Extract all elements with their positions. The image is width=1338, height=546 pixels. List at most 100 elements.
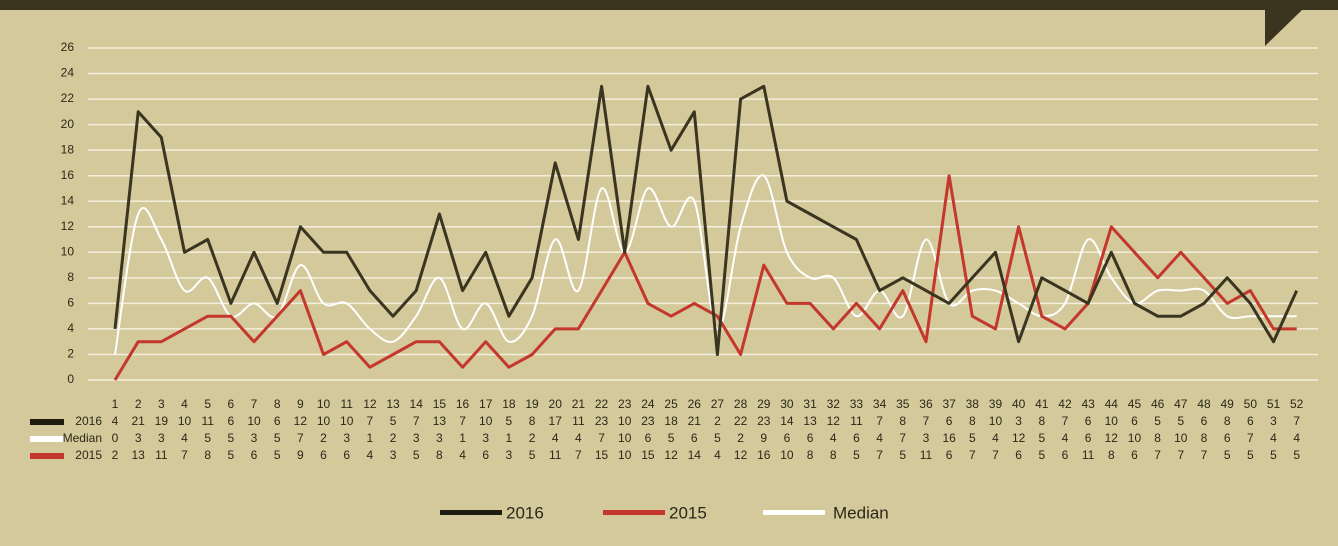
table-cell: 15: [595, 448, 609, 462]
table-cell: 5: [228, 431, 235, 445]
table-cell: 6: [1062, 448, 1069, 462]
x-tick-label: 44: [1105, 397, 1119, 411]
y-tick-label: 6: [67, 296, 74, 310]
table-cell: 5: [1270, 448, 1277, 462]
x-tick-label: 35: [896, 397, 910, 411]
table-cell: 6: [1201, 414, 1208, 428]
table-cell: 4: [112, 414, 119, 428]
table-cell: 7: [876, 448, 883, 462]
table-cell: 5: [1038, 448, 1045, 462]
x-tick-label: 24: [641, 397, 655, 411]
table-cell: 2: [737, 431, 744, 445]
table-cell: 5: [204, 431, 211, 445]
table-cell: 10: [618, 448, 632, 462]
y-tick-label: 10: [61, 244, 75, 258]
table-cell: 7: [992, 448, 999, 462]
x-tick-label: 12: [363, 397, 377, 411]
table-cell: 3: [482, 431, 489, 445]
y-tick-label: 14: [61, 193, 75, 207]
x-tick-label: 30: [780, 397, 794, 411]
table-cell: 4: [714, 448, 721, 462]
table-cell: 2: [390, 431, 397, 445]
x-tick-label: 34: [873, 397, 887, 411]
table-cell: 5: [274, 448, 281, 462]
table-cell: 23: [757, 414, 771, 428]
table-cell: 12: [294, 414, 308, 428]
table-cell: 6: [784, 431, 791, 445]
table-cell: 2: [112, 448, 119, 462]
table-cell: 7: [367, 414, 374, 428]
x-tick-label: 41: [1035, 397, 1049, 411]
table-cell: 22: [734, 414, 748, 428]
table-cell: 3: [436, 431, 443, 445]
table-cell: 7: [297, 431, 304, 445]
table-cell: 12: [1105, 431, 1119, 445]
x-tick-label: 9: [297, 397, 304, 411]
table-cell: 6: [853, 431, 860, 445]
table-cell: 5: [529, 448, 536, 462]
legend-label: 2015: [669, 503, 707, 522]
table-cell: 14: [688, 448, 702, 462]
table-cell: 6: [320, 448, 327, 462]
x-tick-label: 36: [919, 397, 933, 411]
table-cell: 3: [413, 431, 420, 445]
table-cell: 2: [714, 414, 721, 428]
table-cell: 10: [317, 414, 331, 428]
x-tick-label: 25: [664, 397, 678, 411]
table-cell: 6: [1224, 431, 1231, 445]
table-cell: 8: [436, 448, 443, 462]
x-tick-label: 4: [181, 397, 188, 411]
table-cell: 6: [274, 414, 281, 428]
table-cell: 8: [1224, 414, 1231, 428]
y-tick-label: 16: [61, 168, 75, 182]
table-cell: 10: [247, 414, 261, 428]
x-tick-label: 21: [572, 397, 586, 411]
table-cell: 2: [320, 431, 327, 445]
table-cell: 10: [989, 414, 1003, 428]
x-tick-label: 15: [433, 397, 447, 411]
table-cell: 14: [780, 414, 794, 428]
table-cell: 6: [1131, 414, 1138, 428]
table-cell: 10: [1174, 431, 1188, 445]
table-cell: 7: [1177, 448, 1184, 462]
table-cell: 5: [714, 431, 721, 445]
table-cell: 9: [760, 431, 767, 445]
table-cell: 8: [830, 448, 837, 462]
table-cell: 6: [645, 431, 652, 445]
table-cell: 11: [549, 448, 562, 462]
table-cell: 3: [923, 431, 930, 445]
table-cell: 11: [850, 414, 863, 428]
table-cell: 17: [549, 414, 563, 428]
table-cell: 5: [969, 431, 976, 445]
table-cell: 8: [529, 414, 536, 428]
table-cell: 7: [1201, 448, 1208, 462]
table-cell: 23: [595, 414, 609, 428]
x-tick-label: 32: [827, 397, 841, 411]
corner-triangle: [1265, 10, 1302, 46]
table-cell: 10: [340, 414, 354, 428]
y-tick-label: 8: [67, 270, 74, 284]
table-cell: 7: [575, 448, 582, 462]
table-cell: 12: [734, 448, 748, 462]
table-cell: 11: [572, 414, 585, 428]
table-cell: 11: [1082, 448, 1095, 462]
table-cell: 6: [691, 431, 698, 445]
table-cell: 7: [1293, 414, 1300, 428]
x-tick-label: 20: [549, 397, 563, 411]
table-cell: 7: [1247, 431, 1254, 445]
table-cell: 10: [1128, 431, 1142, 445]
x-tick-label: 45: [1128, 397, 1142, 411]
table-cell: 7: [876, 414, 883, 428]
line-series: [114, 174, 1297, 355]
table-cell: 10: [1105, 414, 1119, 428]
table-cell: 9: [297, 448, 304, 462]
table-cell: 11: [155, 448, 168, 462]
table-cell: 5: [853, 448, 860, 462]
table-cell: 7: [1062, 414, 1069, 428]
table-cell: 5: [1177, 414, 1184, 428]
line-series: [113, 174, 1297, 381]
x-tick-label: 14: [410, 397, 424, 411]
table-swatch: [30, 436, 64, 442]
y-tick-label: 22: [61, 91, 75, 105]
table-cell: 6: [251, 448, 258, 462]
